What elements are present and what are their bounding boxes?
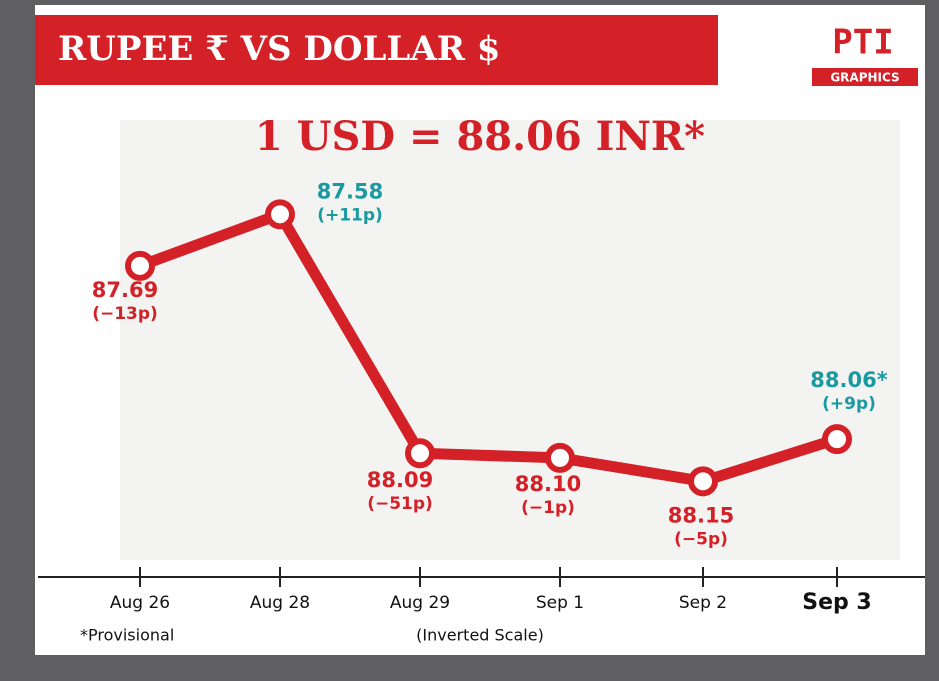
value-label: 88.09 — [367, 468, 433, 492]
point — [405, 438, 435, 469]
value-label: 87.69 — [92, 278, 158, 302]
change-label: (−51p) — [367, 494, 433, 514]
change-label: (−1p) — [521, 498, 575, 518]
value-label: 88.15 — [668, 503, 734, 527]
value-label: 88.10 — [515, 472, 581, 496]
chart-subtitle: 1 USD = 88.06 INR* — [255, 113, 705, 160]
chart-title: RUPEE ₹ VS DOLLAR $ — [58, 29, 500, 69]
logo-caption: GRAPHICS — [830, 71, 899, 85]
point — [125, 250, 155, 281]
value-label: 87.58 — [317, 179, 383, 203]
x-tick-label: Aug 28 — [250, 593, 310, 613]
logo: PTI — [832, 23, 893, 63]
scale-note: (Inverted Scale) — [416, 626, 544, 645]
point — [822, 424, 852, 455]
x-tick-label: Aug 26 — [110, 593, 170, 613]
change-label: (+9p) — [822, 394, 876, 414]
change-label: (−5p) — [674, 529, 728, 549]
point — [688, 466, 718, 497]
point — [545, 442, 575, 473]
change-label: (−13p) — [92, 304, 158, 324]
x-tick-label: Sep 1 — [536, 593, 584, 613]
x-tick-label: Aug 29 — [390, 593, 450, 613]
point — [265, 199, 295, 230]
logo-bar — [812, 68, 918, 86]
line — [138, 208, 839, 487]
title-banner — [35, 15, 718, 85]
change-label: (+11p) — [317, 205, 383, 225]
x-tick-label: Sep 3 — [802, 590, 871, 615]
x-tick-label: Sep 2 — [679, 593, 727, 613]
banknote-bg — [120, 120, 900, 560]
value-label: 88.06* — [810, 368, 887, 392]
note: *Provisional — [80, 626, 174, 645]
